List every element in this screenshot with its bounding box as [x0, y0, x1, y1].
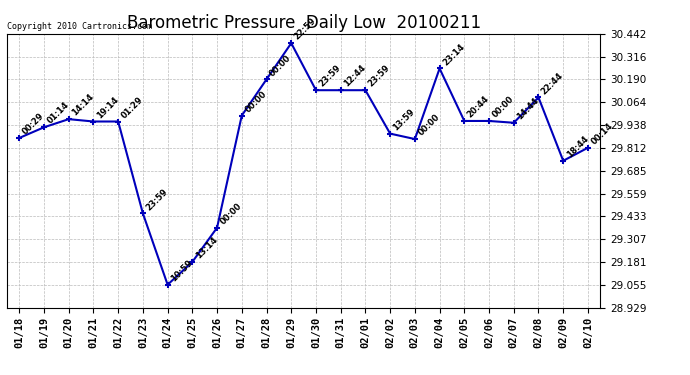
Text: 19:14: 19:14: [95, 95, 120, 120]
Text: 18:44: 18:44: [564, 134, 590, 159]
Text: 23:59: 23:59: [317, 64, 342, 89]
Text: 23:14: 23:14: [441, 42, 466, 67]
Text: 00:00: 00:00: [243, 89, 268, 114]
Text: 13:59: 13:59: [391, 107, 417, 132]
Text: 20:44: 20:44: [466, 94, 491, 120]
Text: 12:44: 12:44: [342, 63, 368, 89]
Text: 13:14: 13:14: [194, 235, 219, 261]
Text: 22:44: 22:44: [540, 70, 565, 96]
Text: 00:00: 00:00: [491, 94, 515, 120]
Text: 01:29: 01:29: [119, 95, 145, 120]
Text: 14:44: 14:44: [515, 96, 540, 122]
Text: 01:14: 01:14: [46, 100, 70, 126]
Text: 00:14: 00:14: [589, 121, 615, 146]
Text: Copyright 2010 Cartronics.com: Copyright 2010 Cartronics.com: [7, 22, 152, 31]
Text: 23:59: 23:59: [367, 64, 392, 89]
Text: 00:00: 00:00: [219, 201, 244, 226]
Title: Barometric Pressure  Daily Low  20100211: Barometric Pressure Daily Low 20100211: [126, 14, 481, 32]
Text: 14:14: 14:14: [70, 92, 95, 118]
Text: 00:00: 00:00: [416, 112, 442, 138]
Text: 00:00: 00:00: [268, 53, 293, 78]
Text: 22:59: 22:59: [293, 16, 318, 42]
Text: 10:59: 10:59: [169, 258, 194, 284]
Text: 23:59: 23:59: [144, 187, 170, 212]
Text: 00:29: 00:29: [21, 111, 46, 136]
